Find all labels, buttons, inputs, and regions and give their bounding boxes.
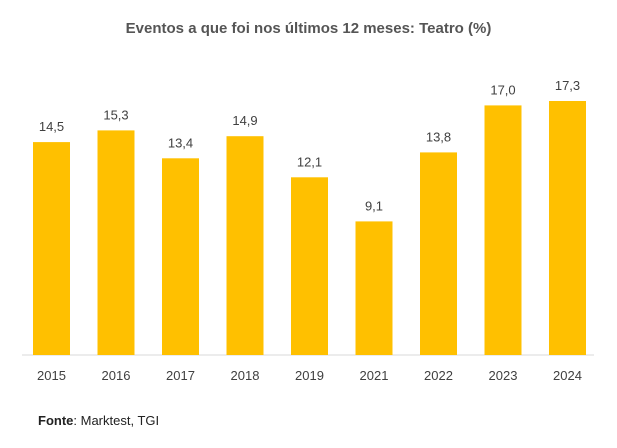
x-tick-label-2018: 2018 bbox=[231, 368, 260, 383]
value-label-2019: 12,1 bbox=[297, 154, 322, 169]
x-tick-label-2024: 2024 bbox=[553, 368, 582, 383]
value-label-2016: 15,3 bbox=[103, 107, 128, 122]
bar-2017 bbox=[162, 158, 199, 355]
bar-2021 bbox=[355, 221, 393, 355]
value-label-2022: 13,8 bbox=[426, 129, 451, 144]
x-tick-label-2023: 2023 bbox=[489, 368, 518, 383]
x-tick-label-2019: 2019 bbox=[295, 368, 324, 383]
source-text: : Marktest, TGI bbox=[73, 413, 160, 428]
source-note: Fonte: Marktest, TGI bbox=[38, 413, 159, 428]
bar-2015 bbox=[33, 142, 70, 355]
value-label-2021: 9,1 bbox=[365, 198, 383, 213]
bar-2024 bbox=[549, 101, 586, 355]
bar-2023 bbox=[484, 105, 522, 356]
chart-title: Eventos a que foi nos últimos 12 meses: … bbox=[125, 20, 492, 37]
x-tick-label-2017: 2017 bbox=[166, 368, 195, 383]
bar-2018 bbox=[226, 136, 264, 355]
value-label-2015: 14,5 bbox=[39, 119, 64, 134]
x-tick-label-2021: 2021 bbox=[360, 368, 389, 383]
bar-2016 bbox=[97, 130, 135, 355]
x-tick-label-2022: 2022 bbox=[424, 368, 453, 383]
bar-2019 bbox=[291, 177, 328, 355]
bar-2022 bbox=[420, 152, 457, 355]
source-label: Fonte bbox=[38, 413, 74, 428]
x-tick-label-2015: 2015 bbox=[37, 368, 66, 383]
x-tick-label-2016: 2016 bbox=[102, 368, 131, 383]
value-label-2024: 17,3 bbox=[555, 78, 580, 93]
value-label-2023: 17,0 bbox=[490, 82, 515, 97]
value-label-2017: 13,4 bbox=[168, 135, 193, 150]
value-label-2018: 14,9 bbox=[232, 113, 257, 128]
